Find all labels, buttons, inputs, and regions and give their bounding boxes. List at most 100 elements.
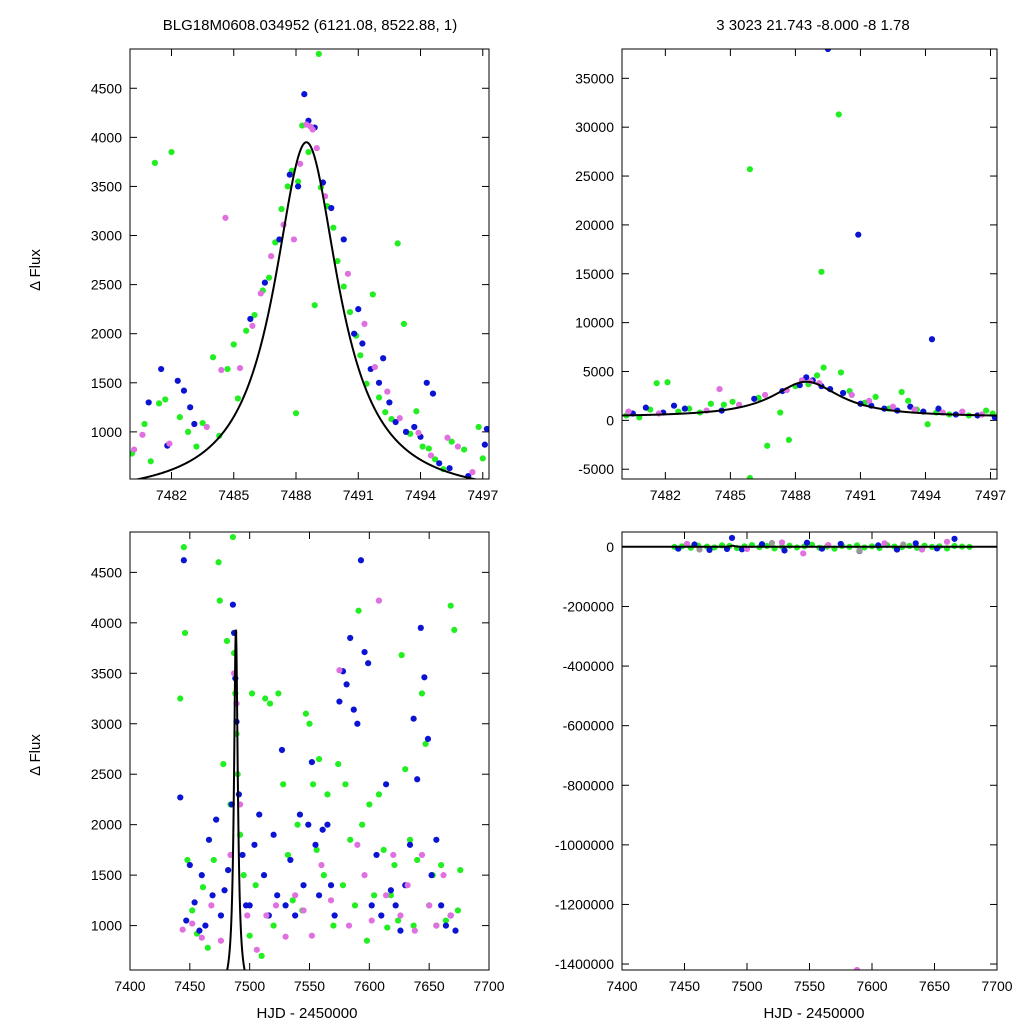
data-point-green bbox=[720, 401, 727, 408]
data-point-green bbox=[414, 856, 421, 864]
data-point-green bbox=[375, 394, 383, 401]
data-point-green bbox=[431, 456, 439, 463]
plot-frame bbox=[621, 48, 998, 480]
data-point-green bbox=[141, 420, 148, 428]
data-point-magenta bbox=[139, 431, 146, 438]
data-point-blue bbox=[251, 841, 258, 848]
data-point-green bbox=[410, 922, 417, 929]
plot-area bbox=[177, 533, 464, 970]
plot-frame bbox=[129, 48, 490, 480]
data-point-magenta bbox=[404, 882, 411, 889]
y-tick-label: 3500 bbox=[91, 178, 122, 194]
data-point-green bbox=[418, 690, 426, 697]
data-point-blue bbox=[642, 404, 649, 411]
data-point-green bbox=[905, 397, 912, 404]
data-point-green bbox=[351, 902, 359, 909]
data-point-blue bbox=[406, 841, 414, 848]
data-point-blue bbox=[893, 546, 901, 553]
y-tick-label: 3500 bbox=[91, 665, 122, 681]
data-point-blue bbox=[424, 735, 432, 742]
data-point-green bbox=[347, 836, 354, 843]
data-point-green bbox=[262, 695, 269, 702]
data-point-blue bbox=[301, 91, 308, 98]
data-point-blue bbox=[803, 374, 810, 381]
data-point-blue bbox=[270, 831, 277, 838]
data-point-blue bbox=[361, 648, 368, 656]
data-point-blue bbox=[327, 882, 335, 889]
data-point-blue bbox=[287, 856, 294, 864]
data-point-blue bbox=[174, 377, 181, 384]
x-tick-label: 7450 bbox=[669, 978, 700, 994]
x-tick-label: 7491 bbox=[343, 487, 374, 503]
data-point-blue bbox=[373, 851, 380, 859]
data-point-blue bbox=[386, 399, 393, 406]
y-tick-label: 25000 bbox=[575, 168, 614, 184]
plot-area bbox=[622, 49, 997, 479]
data-point-green bbox=[181, 629, 189, 637]
data-point-blue bbox=[319, 826, 326, 833]
data-point-blue bbox=[438, 902, 445, 909]
data-point-blue bbox=[202, 922, 209, 929]
x-tick-label: 7600 bbox=[856, 978, 887, 994]
y-tick-label: 0 bbox=[606, 539, 614, 555]
data-point-blue bbox=[261, 279, 268, 286]
data-point-green bbox=[340, 283, 347, 290]
model-curve bbox=[226, 629, 246, 970]
data-point-green bbox=[707, 400, 714, 407]
data-point-blue bbox=[728, 534, 736, 542]
data-point-blue bbox=[837, 540, 844, 548]
y-tick-label: 2000 bbox=[91, 326, 122, 342]
y-tick-label: 35000 bbox=[575, 70, 614, 86]
data-point-magenta bbox=[415, 429, 422, 436]
data-point-blue bbox=[247, 315, 254, 323]
data-point-green bbox=[357, 352, 364, 359]
data-point-blue bbox=[347, 634, 354, 642]
x-tick-label: 7700 bbox=[473, 978, 504, 994]
data-point-green bbox=[355, 607, 362, 614]
x-tick-label: 7482 bbox=[156, 487, 187, 503]
y-tick-label: 3000 bbox=[91, 228, 122, 244]
data-point-blue bbox=[382, 781, 390, 788]
y-tick-label: 4000 bbox=[91, 129, 122, 145]
data-point-blue bbox=[928, 336, 936, 343]
data-point-blue bbox=[392, 902, 399, 909]
data-point-blue bbox=[670, 402, 678, 409]
data-point-magenta bbox=[418, 851, 426, 859]
data-point-blue bbox=[681, 405, 688, 412]
panel-top-right: 7482 7485 7488 7491 7494 7497 -5000 0 5000 10000 1… bbox=[575, 48, 1006, 503]
data-point-green bbox=[210, 856, 217, 864]
data-point-magenta bbox=[454, 443, 461, 450]
data-point-green bbox=[786, 542, 793, 549]
data-point-green bbox=[413, 408, 420, 415]
x-tick-label: 7485 bbox=[715, 487, 746, 503]
data-point-green bbox=[270, 922, 277, 929]
data-point-blue bbox=[397, 927, 404, 934]
data-point-magenta bbox=[318, 861, 325, 869]
x-tick-label: 7494 bbox=[910, 487, 941, 503]
data-point-green bbox=[234, 395, 242, 402]
x-tick-label: 7497 bbox=[467, 487, 498, 503]
data-point-green bbox=[398, 652, 405, 659]
data-point-blue bbox=[336, 698, 343, 705]
y-tick-label: 1000 bbox=[91, 918, 122, 934]
data-point-blue bbox=[359, 340, 366, 347]
data-point-blue bbox=[186, 861, 193, 869]
data-point-green bbox=[419, 443, 426, 450]
chart-title-right: 3 3023 21.743 -8.000 -8 1.78 bbox=[716, 17, 910, 34]
data-point-green bbox=[438, 861, 445, 869]
data-point-green bbox=[898, 388, 905, 396]
data-point-magenta bbox=[683, 540, 691, 548]
x-tick-label: 7650 bbox=[414, 978, 445, 994]
x-tick-label: 7500 bbox=[234, 978, 265, 994]
data-point-green bbox=[835, 111, 842, 118]
data-point-blue bbox=[751, 395, 758, 402]
data-point-magenta bbox=[371, 363, 378, 371]
data-point-green bbox=[346, 309, 354, 316]
data-point-green bbox=[209, 354, 217, 361]
data-point-blue bbox=[282, 902, 289, 909]
data-point-green bbox=[284, 183, 291, 190]
data-point-blue bbox=[357, 557, 365, 564]
data-point-blue bbox=[350, 706, 357, 713]
data-point-green bbox=[199, 884, 207, 891]
